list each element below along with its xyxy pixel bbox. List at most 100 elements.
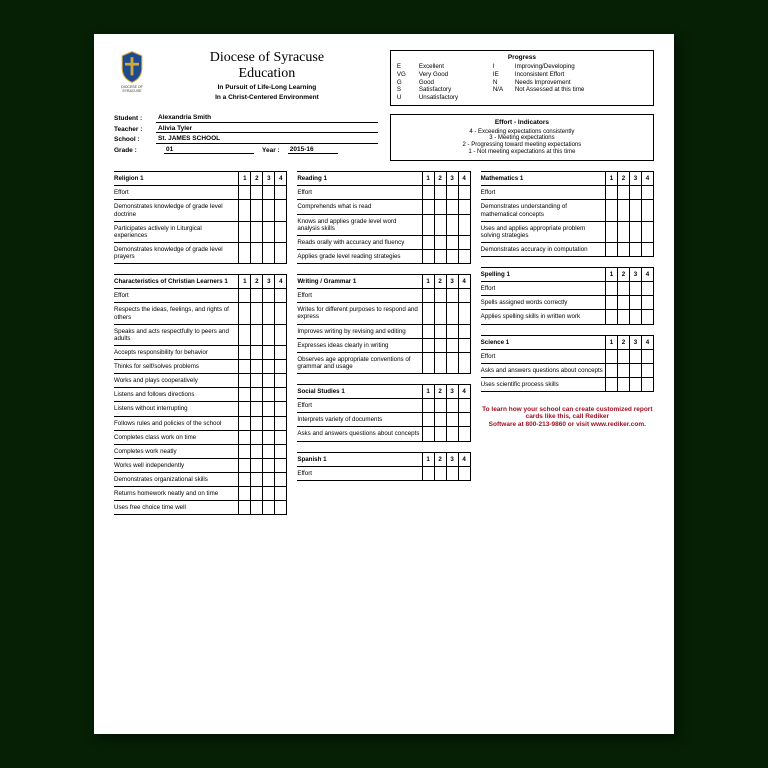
criterion-text: Effort [481,350,606,363]
crest-label: DIOCESE OF SYRACUSE [114,85,150,93]
criterion-row: Asks and answers questions about concept… [481,364,654,378]
period-header: 4 [459,385,471,398]
grade-cell [239,417,251,430]
criterion-row: Completes work neatly [114,445,287,459]
grade-cell [275,431,287,444]
grade-cell [239,303,251,323]
grade-cell [239,222,251,242]
criterion-text: Applies spelling skills in written work [481,310,606,323]
grade-cell [447,200,459,213]
criterion-text: Follows rules and policies of the school [114,417,239,430]
grade-cell [263,186,275,199]
criterion-text: Uses scientific process skills [481,378,606,391]
subject-spelling: Spelling 11234EffortSpells assigned word… [481,267,654,325]
grade-cell [263,303,275,323]
grade-cell [251,473,263,486]
grade-cell [618,186,630,199]
grade-cell [618,378,630,391]
criterion-text: Demonstrates knowledge of grade level pr… [114,243,239,263]
grade-cell [630,350,642,363]
grade-cell [275,360,287,373]
grade-cell [239,200,251,220]
grade-cell [630,296,642,309]
period-header: 4 [459,453,471,466]
criterion-row: Effort [481,186,654,200]
tagline-2: In a Christ-Centered Environment [156,94,378,101]
period-header: 2 [251,172,263,185]
period-header: 4 [459,172,471,185]
info-row: Student :Alexandria Smith Teacher :Alivi… [114,114,654,161]
grade-cell [447,353,459,373]
crest-icon [118,50,146,84]
grade-cell [263,289,275,302]
grade-cell [606,350,618,363]
grade-cell [275,388,287,401]
grade-cell [251,431,263,444]
grade-cell [642,364,654,377]
criterion-text: Participates actively in Liturgical expe… [114,222,239,242]
grade-cell [275,501,287,514]
grade-cell [263,459,275,472]
criterion-text: Demonstrates accuracy in computation [481,243,606,256]
period-header: 4 [642,172,654,185]
criterion-text: Effort [114,289,239,302]
effort-legend: Effort - Indicators 4 - Exceeding expect… [390,114,654,161]
period-header: 2 [251,275,263,288]
criterion-row: Participates actively in Liturgical expe… [114,222,287,243]
grade-cell [263,402,275,415]
grade-cell [275,487,287,500]
criterion-row: Effort [297,186,470,200]
criterion-text: Demonstrates understanding of mathematic… [481,200,606,220]
subject-name: Spelling 1 [481,268,606,281]
grade-cell [630,200,642,220]
column-middle: Reading 11234EffortComprehends what is r… [297,171,470,515]
progress-keys-right: I IE N N/A [493,63,511,101]
grade-cell [606,378,618,391]
grade-cell [435,215,447,235]
grade-cell [459,289,471,302]
period-header: 2 [435,453,447,466]
grade-cell [435,200,447,213]
subject-name: Social Studies 1 [297,385,422,398]
grade-cell [459,250,471,263]
period-header: 1 [239,275,251,288]
criterion-row: Demonstrates knowledge of grade level do… [114,200,287,221]
grade-cell [618,243,630,256]
grade-cell [447,236,459,249]
grade-cell [459,215,471,235]
period-header: 2 [435,385,447,398]
criterion-row: Expresses ideas clearly in writing [297,339,470,353]
period-header: 3 [447,453,459,466]
grade-cell [251,360,263,373]
criterion-text: Returns homework neatly and on time [114,487,239,500]
criterion-text: Demonstrates knowledge of grade level do… [114,200,239,220]
grade-cell [275,243,287,263]
criterion-text: Interprets variety of documents [297,413,422,426]
header-row: DIOCESE OF SYRACUSE Diocese of Syracuse … [114,50,654,106]
progress-vals-left: Excellent Very Good Good Satisfactory Un… [419,63,489,101]
criterion-text: Observes age appropriate conventions of … [297,353,422,373]
progress-title: Progress [397,54,647,61]
criterion-row: Effort [481,350,654,364]
grade-cell [251,303,263,323]
criterion-text: Works well independently [114,459,239,472]
progress-legend: Progress E VG G S U Excellent Very Good … [390,50,654,106]
criterion-row: Interprets variety of documents [297,413,470,427]
period-header: 4 [642,268,654,281]
criterion-text: Asks and answers questions about concept… [481,364,606,377]
criterion-row: Works and plays cooperatively [114,374,287,388]
grade-cell [251,388,263,401]
grade-cell [423,427,435,440]
grade-cell [239,346,251,359]
grade-cell [459,339,471,352]
criterion-row: Follows rules and policies of the school [114,417,287,431]
grade-cell [239,325,251,345]
progress-vals-right: Improving/Developing Inconsistent Effort… [515,63,585,101]
grade-cell [263,431,275,444]
grade-cell [251,200,263,220]
criterion-row: Uses and applies appropriate problem sol… [481,222,654,243]
criterion-row: Listens and follows directions [114,388,287,402]
org-title-1: Diocese of Syracuse [156,50,378,66]
criterion-row: Observes age appropriate conventions of … [297,353,470,374]
criterion-text: Respects the ideas, feelings, and rights… [114,303,239,323]
